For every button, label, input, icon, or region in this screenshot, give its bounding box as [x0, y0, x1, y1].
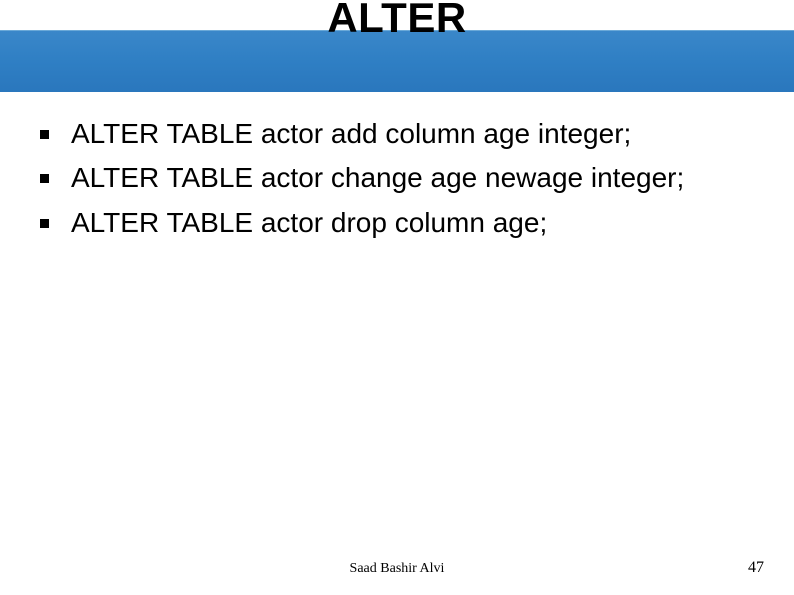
- bullet-text: ALTER TABLE actor drop column age;: [71, 205, 547, 241]
- list-item: ALTER TABLE actor add column age integer…: [40, 116, 754, 152]
- content-area: ALTER TABLE actor add column age integer…: [40, 116, 754, 249]
- bullet-icon: [40, 219, 49, 228]
- slide-title: ALTER: [0, 0, 794, 42]
- footer-author: Saad Bashir Alvi: [0, 561, 794, 577]
- list-item: ALTER TABLE actor drop column age;: [40, 205, 754, 241]
- bullet-icon: [40, 174, 49, 183]
- list-item: ALTER TABLE actor change age newage inte…: [40, 160, 754, 196]
- slide: ALTER ALTER TABLE actor add column age i…: [0, 0, 794, 595]
- bullet-text: ALTER TABLE actor change age newage inte…: [71, 160, 684, 196]
- bullet-icon: [40, 130, 49, 139]
- bullet-text: ALTER TABLE actor add column age integer…: [71, 116, 631, 152]
- page-number: 47: [748, 559, 764, 577]
